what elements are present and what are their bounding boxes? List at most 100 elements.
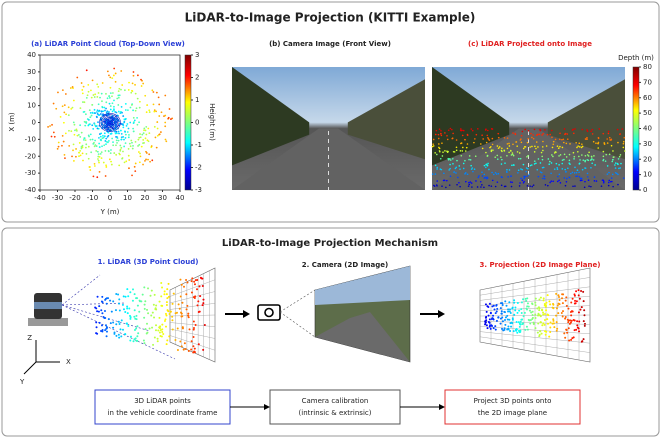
point: [137, 98, 139, 100]
projected-point: [572, 185, 574, 187]
projected-point: [535, 298, 537, 300]
projected-point: [492, 149, 494, 151]
point: [158, 115, 160, 117]
projected-point: [510, 181, 512, 183]
x-tick-label: -30: [52, 194, 63, 202]
projected-point: [446, 135, 448, 137]
projected-point: [623, 143, 625, 145]
projected-point: [562, 168, 564, 170]
point: [165, 326, 167, 328]
point: [97, 128, 99, 130]
point: [194, 348, 196, 350]
projected-point: [547, 134, 549, 136]
projected-point: [602, 133, 604, 135]
projected-point: [530, 319, 532, 321]
projected-point: [482, 175, 484, 177]
point: [136, 325, 138, 327]
point: [81, 148, 83, 150]
projected-point: [574, 300, 576, 302]
projected-point: [435, 173, 437, 175]
projected-point: [598, 138, 600, 140]
projected-point: [515, 141, 517, 143]
point: [115, 154, 117, 156]
projected-point: [449, 164, 451, 166]
projected-point: [542, 133, 544, 135]
projected-point: [511, 181, 513, 183]
colorbar-tick-label: 10: [643, 171, 652, 179]
point: [80, 154, 82, 156]
projected-point: [517, 172, 519, 174]
projected-point: [541, 156, 543, 158]
projected-point: [565, 329, 567, 331]
point: [140, 136, 142, 138]
projected-point: [436, 184, 438, 186]
point: [170, 118, 172, 120]
beam: [62, 303, 125, 305]
point: [84, 101, 86, 103]
projected-point: [562, 302, 564, 304]
projected-point: [491, 172, 493, 174]
point: [79, 150, 81, 152]
point: [121, 84, 123, 86]
point: [135, 163, 137, 165]
projected-point: [497, 316, 499, 318]
point: [156, 147, 158, 149]
point: [159, 335, 161, 337]
point: [135, 337, 137, 339]
point: [84, 125, 86, 127]
y-tick-label: 20: [27, 85, 36, 93]
projected-point: [562, 159, 564, 161]
point: [120, 89, 122, 91]
point: [107, 132, 109, 134]
projected-point: [559, 132, 561, 134]
projected-point: [598, 128, 600, 130]
point: [125, 296, 127, 298]
point: [94, 112, 96, 114]
projected-point: [507, 328, 509, 330]
projected-point: [487, 155, 489, 157]
point: [128, 136, 130, 138]
projected-point: [504, 186, 506, 188]
point: [118, 90, 120, 92]
projected-point: [557, 181, 559, 183]
point: [134, 84, 136, 86]
point: [73, 121, 75, 123]
projected-point: [512, 152, 514, 154]
point: [81, 82, 83, 84]
projected-point: [492, 180, 494, 182]
point: [123, 295, 125, 297]
projected-point: [433, 145, 435, 147]
projected-point: [490, 312, 492, 314]
point: [61, 145, 63, 147]
projected-point: [620, 154, 622, 156]
projected-point: [584, 160, 586, 162]
projected-point: [617, 184, 619, 186]
projected-point: [438, 138, 440, 140]
projected-point: [436, 154, 438, 156]
point: [192, 345, 194, 347]
point: [85, 147, 87, 149]
projected-point: [457, 177, 459, 179]
point: [58, 142, 60, 144]
point: [93, 94, 95, 96]
projected-point: [538, 158, 540, 160]
point: [123, 118, 125, 120]
lidar-base: [28, 318, 68, 326]
point: [118, 334, 120, 336]
point: [84, 111, 86, 113]
point: [160, 131, 162, 133]
point: [120, 111, 122, 113]
point: [137, 74, 139, 76]
point: [147, 312, 149, 314]
projected-point: [564, 134, 566, 136]
point: [105, 298, 107, 300]
projected-point: [432, 143, 434, 145]
projected-point: [521, 142, 523, 144]
projected-point: [544, 319, 546, 321]
point: [137, 139, 139, 141]
point: [96, 333, 98, 335]
point: [93, 175, 95, 177]
point: [133, 75, 135, 77]
point: [165, 140, 167, 142]
point: [155, 324, 157, 326]
